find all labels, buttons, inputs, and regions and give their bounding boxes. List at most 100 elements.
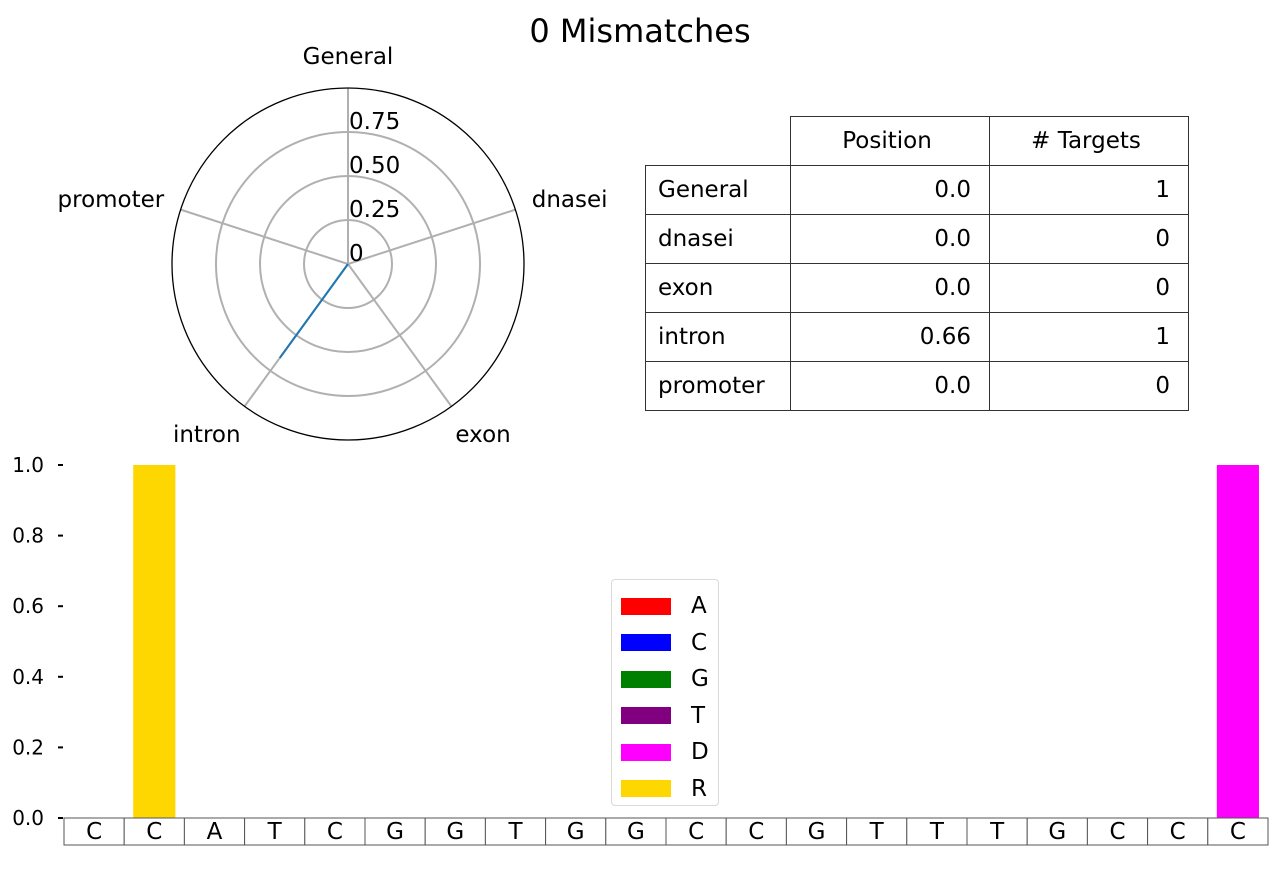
- row-label: General: [645, 165, 791, 215]
- legend-swatch: [621, 780, 671, 798]
- sequence-base-label: C: [1170, 819, 1186, 845]
- column-header-targets: # Targets: [989, 116, 1189, 166]
- legend-label: A: [691, 593, 707, 620]
- sequence-base-label: T: [989, 819, 1005, 845]
- radar-spoke: [180, 208, 349, 265]
- sequence-base-label: G: [446, 819, 464, 845]
- legend-item: A: [612, 588, 718, 625]
- sequence-cell: [1086, 817, 1149, 846]
- y-tick-label: 0.2: [12, 735, 44, 759]
- table-row: dnasei 0.0 0: [645, 214, 1189, 264]
- legend-swatch: [621, 743, 671, 761]
- radar-spoke: [347, 263, 453, 407]
- table-row: promoter 0.0 0: [645, 361, 1189, 411]
- table-row: intron 0.66 1: [645, 312, 1189, 362]
- legend-label: R: [691, 775, 707, 802]
- row-label: dnasei: [645, 214, 791, 264]
- cell-targets: 0: [989, 214, 1189, 264]
- cell-position: 0.66: [790, 312, 990, 362]
- sequence-cell: [304, 817, 366, 846]
- row-label: exon: [645, 263, 791, 313]
- bar-R: [133, 465, 176, 818]
- column-header-position: Position: [790, 116, 990, 166]
- cell-targets: 0: [989, 361, 1189, 411]
- radar-tick-label: 0.25: [349, 197, 400, 223]
- sequence-base-label: C: [1109, 819, 1125, 845]
- sequence-base-label: C: [146, 819, 162, 845]
- sequence-base-label: C: [1230, 819, 1246, 845]
- sequence-base-label: C: [327, 819, 343, 845]
- table-corner: [645, 116, 791, 166]
- legend-label: C: [691, 629, 708, 656]
- sequence-base-label: G: [808, 819, 826, 845]
- radar-category-label: intron: [173, 422, 241, 448]
- y-tick-label: 1.0: [12, 453, 44, 477]
- cell-position: 0.0: [790, 165, 990, 215]
- radar-frame: [171, 87, 525, 441]
- table-row: exon 0.0 0: [645, 263, 1189, 313]
- legend-label: G: [691, 666, 709, 693]
- sequence-cell: [63, 817, 125, 846]
- legend-item: T: [612, 698, 718, 735]
- cell-targets: 1: [989, 165, 1189, 215]
- cell-position: 0.0: [790, 361, 990, 411]
- y-tick-label: 0.0: [12, 806, 44, 830]
- radar-tick-label: 0: [349, 241, 364, 267]
- sequence-cell: [424, 817, 486, 846]
- sequence-base-label: A: [207, 819, 223, 845]
- sequence-cell: [725, 817, 787, 846]
- cell-targets: 1: [989, 312, 1189, 362]
- sequence-base-label: G: [1048, 819, 1066, 845]
- sequence-cell: [906, 817, 968, 846]
- sequence-base-label: T: [507, 819, 523, 845]
- y-tick-label: 0.8: [12, 524, 44, 548]
- legend-swatch: [621, 634, 671, 652]
- sequence-cell: [605, 817, 667, 846]
- radar-series-line: [278, 263, 349, 359]
- radar-category-label: exon: [455, 422, 510, 448]
- nucleotide-bar-chart: 0.00.20.40.60.81.0C C A T C G G T G G C C G T T T G C C C: [12, 453, 1269, 846]
- sequence-base-label: C: [86, 819, 102, 845]
- y-tick-label: 0.4: [12, 665, 44, 689]
- legend-swatch: [621, 670, 671, 688]
- radar-category-label: dnasei: [532, 187, 608, 213]
- sequence-cell: [123, 817, 185, 846]
- table-row: General 0.0 1: [645, 165, 1189, 215]
- row-label: promoter: [645, 361, 791, 411]
- sequence-base-label: C: [748, 819, 764, 845]
- sequence-cell: [244, 817, 306, 846]
- radar-spoke: [347, 208, 516, 265]
- radar-tick-label: 0.50: [349, 153, 400, 179]
- figure-title: 0 Mismatches: [529, 12, 751, 50]
- legend-label: D: [691, 739, 709, 766]
- legend-item: C: [612, 625, 718, 662]
- sequence-base-label: G: [567, 819, 585, 845]
- legend-item: R: [612, 771, 718, 808]
- sequence-cell: [364, 817, 426, 846]
- sequence-cell: [1207, 817, 1269, 846]
- sequence-cell: [846, 817, 908, 846]
- bar-D: [1216, 465, 1259, 818]
- legend-swatch: [621, 597, 671, 615]
- sequence-base-label: T: [929, 819, 945, 845]
- cell-position: 0.0: [790, 263, 990, 313]
- radar-tick-label: 0.75: [349, 109, 400, 135]
- cell-position: 0.0: [790, 214, 990, 264]
- radar-category-label: promoter: [58, 187, 165, 213]
- sequence-cell: [484, 817, 547, 846]
- table-header-row: Position # Targets: [645, 116, 1189, 166]
- sequence-cell: [183, 817, 246, 846]
- sequence-base-label: C: [688, 819, 704, 845]
- radar-category-label: General: [303, 44, 394, 70]
- radar-chart: 0 0.25 0.50 0.75 General dnasei exon intron prom…: [58, 44, 608, 448]
- sequence-base-label: G: [386, 819, 404, 845]
- sequence-base-label: T: [267, 819, 283, 845]
- cell-targets: 0: [989, 263, 1189, 313]
- sequence-base-label: G: [627, 819, 645, 845]
- bar-legend: A C G T D R: [611, 579, 719, 806]
- y-tick-label: 0.6: [12, 594, 44, 618]
- legend-swatch: [621, 707, 671, 725]
- row-label: intron: [645, 312, 791, 362]
- legend-item: G: [612, 661, 718, 698]
- stats-table: Position # Targets General 0.0 1 dnasei …: [645, 116, 1189, 411]
